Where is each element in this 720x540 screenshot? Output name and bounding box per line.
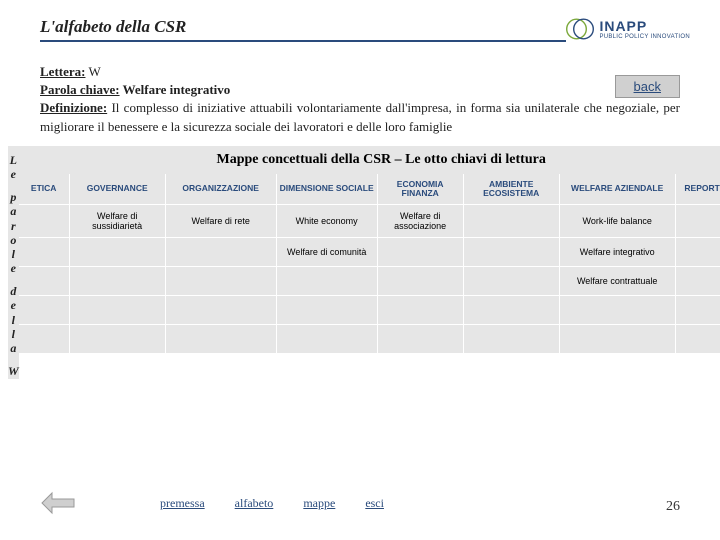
grid-cell bbox=[378, 325, 463, 353]
logo: INAPP PUBLIC POLICY INNOVATION bbox=[566, 15, 690, 43]
back-button[interactable]: back bbox=[615, 75, 680, 98]
side-label: LeparoledellaW bbox=[8, 146, 19, 380]
definition-block: Lettera: W Parola chiave: Welfare integr… bbox=[0, 48, 720, 146]
grid-cell bbox=[70, 325, 165, 353]
grid-cell[interactable]: Work-life balance bbox=[560, 205, 675, 237]
logo-name: INAPP bbox=[599, 18, 690, 34]
grid-cell bbox=[19, 238, 69, 266]
grid-cell bbox=[277, 325, 377, 353]
back-arrow-icon[interactable] bbox=[40, 491, 80, 515]
grid-header[interactable]: AMBIENTE ECOSISTEMA bbox=[464, 174, 559, 205]
title-wrap: L'alfabeto della CSR bbox=[40, 17, 566, 42]
grid-cell bbox=[676, 267, 720, 295]
lettera-label: Lettera: bbox=[40, 64, 85, 79]
footer-nav: premessa alfabeto mappe esci bbox=[0, 491, 720, 515]
grid-header[interactable]: ETICA bbox=[19, 174, 69, 205]
parola-value: Welfare integrativo bbox=[123, 82, 231, 97]
grid-cell bbox=[19, 296, 69, 324]
grid-cell bbox=[560, 296, 675, 324]
parola-label: Parola chiave: bbox=[40, 82, 120, 97]
grid-cell bbox=[166, 296, 276, 324]
grid-cell bbox=[277, 296, 377, 324]
grid-cell bbox=[166, 238, 276, 266]
nav-link-premessa[interactable]: premessa bbox=[160, 496, 205, 511]
grid-cell bbox=[70, 238, 165, 266]
grid-cell bbox=[166, 325, 276, 353]
grid-header[interactable]: DIMENSIONE SOCIALE bbox=[277, 174, 377, 205]
grid-header[interactable]: REPORTING bbox=[676, 174, 720, 205]
grid-cell bbox=[676, 325, 720, 353]
nav-link-esci[interactable]: esci bbox=[365, 496, 384, 511]
grid-header[interactable]: ORGANIZZAZIONE bbox=[166, 174, 276, 205]
grid-cell[interactable]: Welfare di associazione bbox=[378, 205, 463, 237]
concept-grid: ETICAGOVERNANCEORGANIZZAZIONEDIMENSIONE … bbox=[19, 174, 720, 354]
page-number: 26 bbox=[666, 499, 680, 515]
grid-cell[interactable]: Welfare di comunità bbox=[277, 238, 377, 266]
page-title: L'alfabeto della CSR bbox=[40, 17, 566, 37]
grid-cell bbox=[378, 238, 463, 266]
logo-subtitle: PUBLIC POLICY INNOVATION bbox=[599, 34, 690, 40]
grid-header[interactable]: GOVERNANCE bbox=[70, 174, 165, 205]
def-label: Definizione: bbox=[40, 100, 107, 115]
grid-cell bbox=[464, 267, 559, 295]
grid-cell bbox=[378, 267, 463, 295]
grid-cell bbox=[464, 205, 559, 237]
grid-cell[interactable]: White economy bbox=[277, 205, 377, 237]
grid-cell bbox=[378, 296, 463, 324]
grid-cell bbox=[166, 267, 276, 295]
grid-cell bbox=[676, 205, 720, 237]
grid-cell[interactable]: Welfare integrativo bbox=[560, 238, 675, 266]
grid-cell bbox=[464, 238, 559, 266]
grid-cell bbox=[19, 325, 69, 353]
grid-cell[interactable]: Welfare di rete bbox=[166, 205, 276, 237]
grid-header[interactable]: WELFARE AZIENDALE bbox=[560, 174, 675, 205]
grid-cell bbox=[70, 267, 165, 295]
grid-cell bbox=[19, 205, 69, 237]
grid-cell bbox=[464, 325, 559, 353]
grid-cell bbox=[277, 267, 377, 295]
logo-icon bbox=[566, 15, 594, 43]
grid-cell bbox=[70, 296, 165, 324]
map-title: Mappe concettuali della CSR – Le otto ch… bbox=[19, 146, 720, 174]
def-value: Il complesso di iniziative attuabili vol… bbox=[40, 100, 680, 133]
grid-cell bbox=[676, 296, 720, 324]
grid-cell[interactable]: Welfare di sussidiarietà bbox=[70, 205, 165, 237]
content: LeparoledellaW Mappe concettuali della C… bbox=[0, 146, 720, 380]
lettera-value: W bbox=[88, 64, 100, 79]
nav-link-mappe[interactable]: mappe bbox=[303, 496, 335, 511]
nav-link-alfabeto[interactable]: alfabeto bbox=[235, 496, 274, 511]
grid-header[interactable]: ECONOMIA FINANZA bbox=[378, 174, 463, 205]
grid-cell bbox=[464, 296, 559, 324]
header: L'alfabeto della CSR INAPP PUBLIC POLICY… bbox=[0, 0, 720, 48]
grid-cell bbox=[560, 325, 675, 353]
grid-cell[interactable]: Welfare contrattuale bbox=[560, 267, 675, 295]
grid-cell bbox=[676, 238, 720, 266]
grid-cell bbox=[19, 267, 69, 295]
